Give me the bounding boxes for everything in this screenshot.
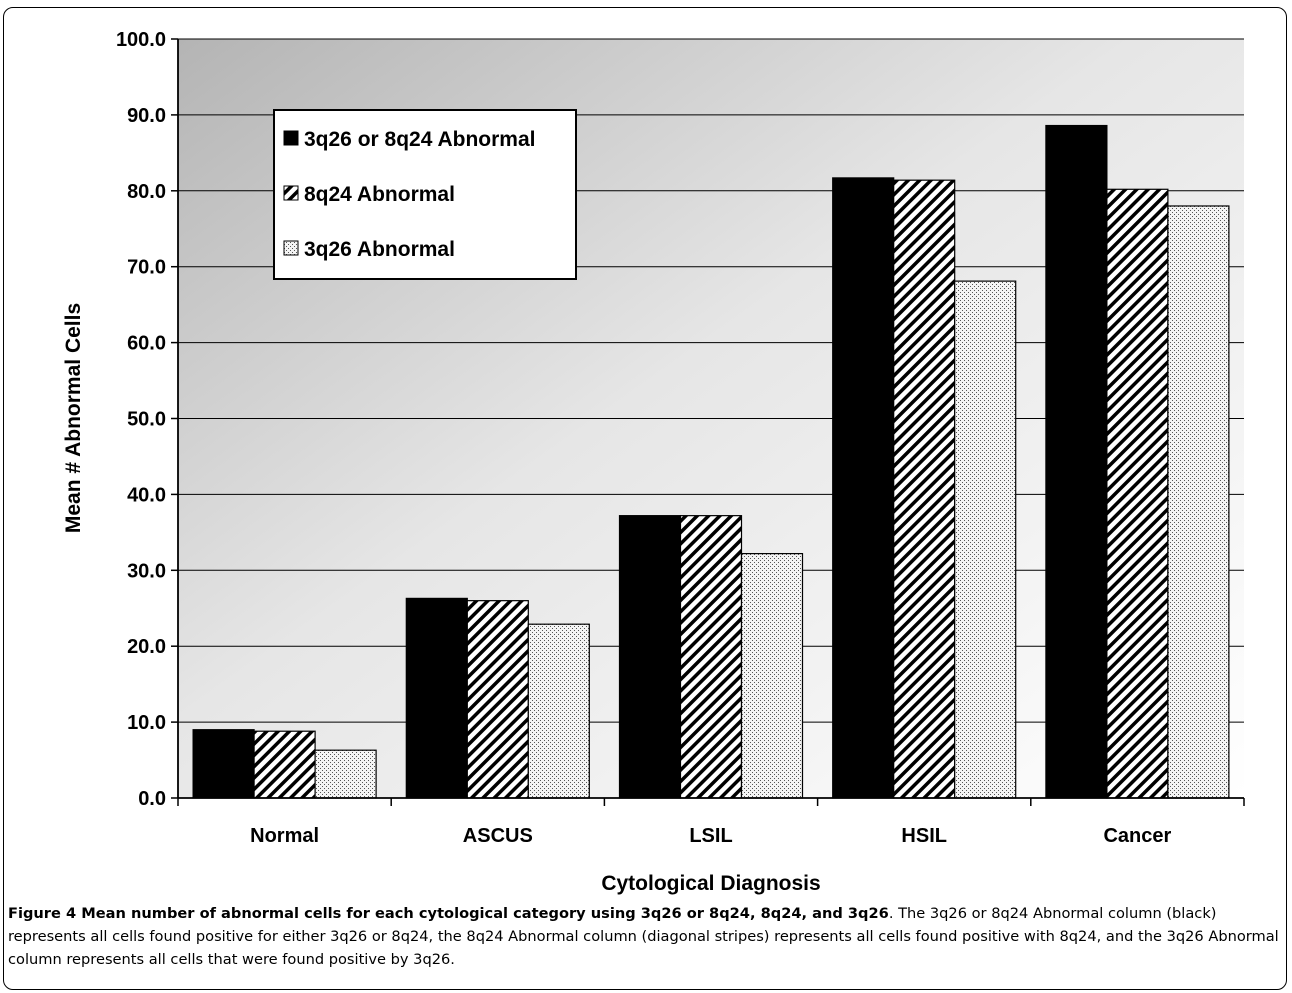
figure-frame xyxy=(3,7,1287,990)
y-tick-label: 60.0 xyxy=(127,333,166,355)
caption-body: . The 3q26 or 8q24 Abnormal column (blac… xyxy=(8,905,1279,968)
y-tick-label: 20.0 xyxy=(127,636,166,658)
bar xyxy=(679,515,743,799)
legend-swatch xyxy=(283,130,299,146)
bar xyxy=(527,623,590,799)
x-tick-label: Cancer xyxy=(1103,825,1171,847)
y-tick-label: 30.0 xyxy=(127,560,166,582)
legend-swatch xyxy=(283,185,299,201)
bar xyxy=(466,600,529,799)
y-tick-label: 100.0 xyxy=(116,29,166,51)
bar xyxy=(954,280,1017,799)
y-axis-title: Mean # Abnormal Cells xyxy=(62,303,85,533)
y-axis-ticks: 0.0 10.0 20.0 30.0 40.0 50.0 60.0 70.0 80.0 90.0 1… xyxy=(116,29,178,810)
x-axis-ticks: Normal ASCUS LSIL HSIL Cancer xyxy=(177,798,1245,847)
bar xyxy=(893,179,956,799)
bar xyxy=(1167,205,1230,799)
axes xyxy=(177,39,1244,799)
x-tick-label: ASCUS xyxy=(463,825,533,847)
bars xyxy=(192,124,1230,799)
x-axis-title: Cytological Diagnosis xyxy=(601,872,820,895)
bar xyxy=(1106,188,1169,799)
y-tick-label: 0.0 xyxy=(138,788,166,810)
legend-swatch xyxy=(283,240,299,256)
legend-label: 3q26 Abnormal xyxy=(304,238,455,261)
bar xyxy=(618,515,682,799)
bar xyxy=(740,553,804,799)
bar xyxy=(192,729,255,799)
bar xyxy=(1045,124,1108,799)
bar-chart: 0.0 10.0 20.0 30.0 40.0 50.0 60.0 70.0 80.0 90.0 1… xyxy=(62,29,1245,895)
figure-caption: Figure 4 Mean number of abnormal cells f… xyxy=(8,902,1280,971)
bar xyxy=(253,730,316,799)
bar xyxy=(405,597,468,799)
x-tick-label: LSIL xyxy=(689,825,732,847)
legend-label: 8q24 Abnormal xyxy=(304,183,455,206)
bar xyxy=(314,749,377,799)
y-tick-label: 90.0 xyxy=(127,105,166,127)
y-tick-label: 50.0 xyxy=(127,409,166,431)
y-tick-label: 10.0 xyxy=(127,712,166,734)
x-tick-label: HSIL xyxy=(901,825,947,847)
bar xyxy=(832,177,895,799)
legend-box xyxy=(273,109,577,280)
y-tick-label: 70.0 xyxy=(127,257,166,279)
x-tick-label: Normal xyxy=(250,825,319,847)
y-tick-label: 80.0 xyxy=(127,181,166,203)
y-tick-label: 40.0 xyxy=(127,484,166,506)
legend-label: 3q26 or 8q24 Abnormal xyxy=(304,128,535,151)
legend: 3q26 or 8q24 Abnormal 8q24 Abnormal 3q26 A… xyxy=(273,109,577,280)
caption-title: Figure 4 Mean number of abnormal cells f… xyxy=(8,905,889,922)
